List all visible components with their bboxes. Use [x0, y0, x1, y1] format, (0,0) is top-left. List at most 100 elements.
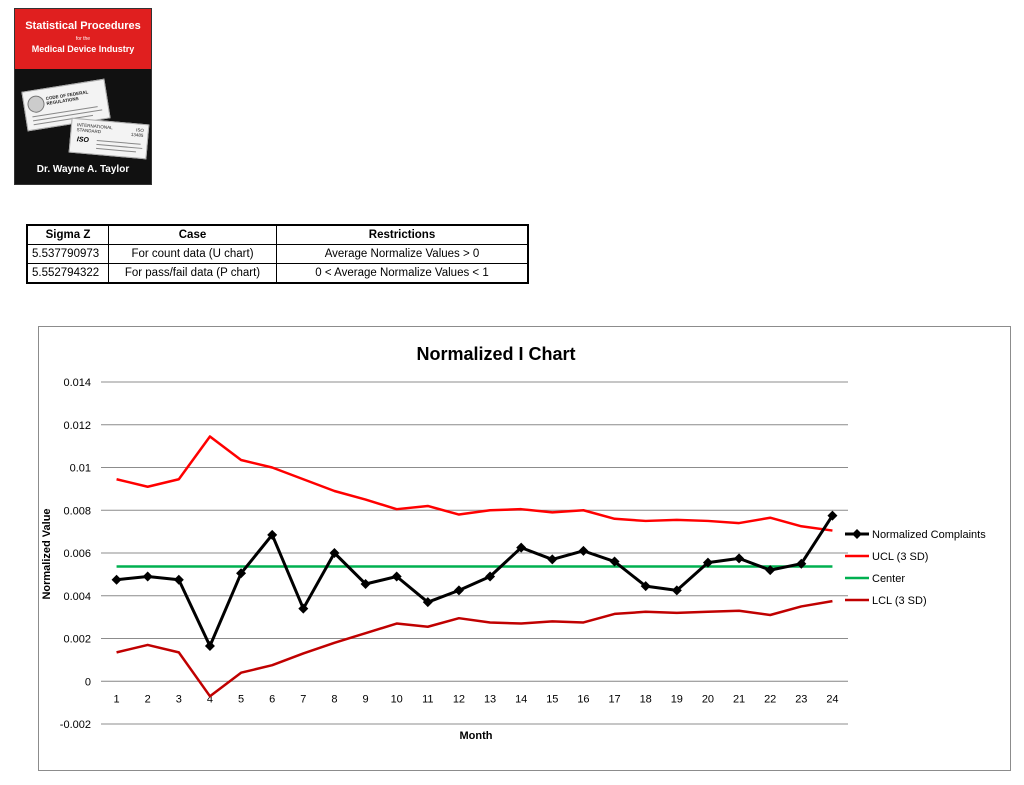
data-point-marker [422, 597, 433, 608]
iso-document-number: ISO 13485 [130, 127, 145, 138]
legend-label: LCL (3 SD) [872, 595, 927, 607]
table-cell-restrictions: Average Normalize Values > 0 [276, 244, 529, 264]
data-point-marker [765, 565, 776, 576]
legend-label: Normalized Complaints [872, 529, 986, 541]
data-point-marker [298, 603, 309, 614]
table-row: 5.552794322 For pass/fail data (P chart)… [26, 263, 529, 284]
y-tick-label: 0.004 [63, 591, 91, 603]
x-tick-label: 4 [207, 693, 213, 705]
data-point-marker [796, 558, 807, 569]
chart-gridlines [101, 381, 848, 725]
data-point-marker [827, 510, 838, 521]
x-axis-ticks: 1 2 3 4 5 6 7 8 9 10 11 12 13 14 15 16 17 18 19 20 21 22 23 24 [114, 693, 839, 705]
x-tick-label: 12 [453, 693, 465, 705]
sigma-z-table: Sigma Z Case Restrictions 5.537790973 Fo… [26, 224, 529, 284]
x-tick-label: 23 [795, 693, 807, 705]
table-cell-restrictions: 0 < Average Normalize Values < 1 [276, 263, 529, 284]
table-cell-sigma-z: 5.552794322 [26, 263, 109, 284]
book-subtitle: Medical Device Industry [31, 44, 135, 54]
y-tick-label: -0.002 [60, 719, 91, 731]
chart-series [111, 435, 838, 698]
data-point-marker [516, 542, 527, 553]
data-point-marker [204, 640, 215, 651]
table-header-row: Sigma Z Case Restrictions [26, 224, 529, 245]
table-row: 5.537790973 For count data (U chart) Ave… [26, 244, 529, 264]
x-tick-label: 15 [546, 693, 558, 705]
y-tick-label: 0.002 [63, 634, 91, 646]
table-header-sigma-z: Sigma Z [26, 224, 109, 245]
data-point-marker [702, 557, 713, 568]
book-author: Dr. Wayne A. Taylor [36, 164, 130, 175]
x-tick-label: 20 [702, 693, 714, 705]
table-cell-case: For count data (U chart) [108, 244, 277, 264]
cfr-document-heading: CODE OF FEDERAL REGULATIONS [45, 89, 89, 106]
book-cover-image: Statistical Procedures for the Medical D… [14, 8, 152, 185]
x-tick-label: 8 [331, 693, 337, 705]
data-point-marker [578, 545, 589, 556]
y-axis-ticks: -0.002 0 0.002 0.004 0.006 0.008 0.01 0.012 0.01… [60, 377, 91, 731]
x-tick-label: 16 [577, 693, 589, 705]
y-tick-label: 0.012 [63, 420, 91, 432]
x-axis-label: Month [460, 730, 493, 742]
data-point-marker [111, 574, 122, 585]
federal-seal-icon [26, 94, 46, 114]
data-point-marker [329, 548, 340, 558]
data-point-marker [547, 554, 558, 565]
x-tick-label: 2 [145, 693, 151, 705]
iso-document-heading: INTERNATIONAL STANDARD [76, 122, 113, 135]
data-point-marker [609, 556, 620, 567]
data-point-marker [391, 571, 402, 582]
y-tick-label: 0.01 [70, 463, 91, 475]
data-point-marker [142, 571, 153, 582]
legend-label: Center [872, 573, 905, 585]
data-point-marker [360, 578, 371, 589]
table-header-restrictions: Restrictions [276, 224, 529, 245]
table-header-case: Case [108, 224, 277, 245]
chart-title: Normalized I Chart [416, 344, 575, 364]
x-tick-label: 22 [764, 693, 776, 705]
x-tick-label: 7 [300, 693, 306, 705]
data-point-marker [485, 571, 496, 582]
y-tick-label: 0.006 [63, 548, 91, 560]
iso-logo: ISO [76, 136, 90, 145]
book-title: Statistical Procedures [25, 20, 141, 32]
i-chart-area: Normalized I Chart -0.002 0 0.002 0.004 0.00… [38, 326, 1011, 771]
legend-marker [852, 529, 862, 539]
book-title-connector: for the [75, 36, 91, 42]
chart-legend: Normalized Complaints UCL (3 SD) Center LCL… [845, 529, 986, 607]
x-tick-label: 1 [114, 693, 120, 705]
x-tick-label: 19 [671, 693, 683, 705]
data-point-marker [671, 585, 682, 596]
series-line-0 [116, 514, 834, 648]
doc-text-line [96, 147, 136, 153]
x-tick-label: 3 [176, 693, 182, 705]
x-tick-label: 21 [733, 693, 745, 705]
data-point-marker [640, 581, 651, 592]
x-tick-label: 9 [363, 693, 369, 705]
iso-document-graphic: INTERNATIONAL STANDARD ISO 13485 ISO [68, 117, 150, 160]
x-tick-label: 14 [515, 693, 527, 705]
y-tick-label: 0.008 [63, 505, 91, 517]
data-point-marker [267, 529, 278, 540]
x-tick-label: 10 [391, 693, 403, 705]
legend-label: UCL (3 SD) [872, 551, 928, 563]
series-line-1 [116, 435, 833, 532]
x-tick-label: 24 [826, 693, 838, 705]
y-tick-label: 0 [85, 676, 91, 688]
i-chart-svg: Normalized I Chart -0.002 0 0.002 0.004 0.00… [41, 344, 986, 742]
y-axis-label: Normalized Value [41, 508, 53, 599]
table-cell-case: For pass/fail data (P chart) [108, 263, 277, 284]
x-tick-label: 13 [484, 693, 496, 705]
book-cover-red-band [15, 9, 151, 69]
x-tick-label: 18 [640, 693, 652, 705]
data-point-marker [173, 574, 184, 585]
data-point-marker [453, 585, 464, 596]
x-tick-label: 6 [269, 693, 275, 705]
table-cell-sigma-z: 5.537790973 [26, 244, 109, 264]
x-tick-label: 5 [238, 693, 244, 705]
data-point-marker [236, 568, 247, 579]
x-tick-label: 11 [422, 693, 433, 705]
data-point-marker [734, 553, 745, 564]
y-tick-label: 0.014 [63, 377, 91, 389]
x-tick-label: 17 [608, 693, 620, 705]
